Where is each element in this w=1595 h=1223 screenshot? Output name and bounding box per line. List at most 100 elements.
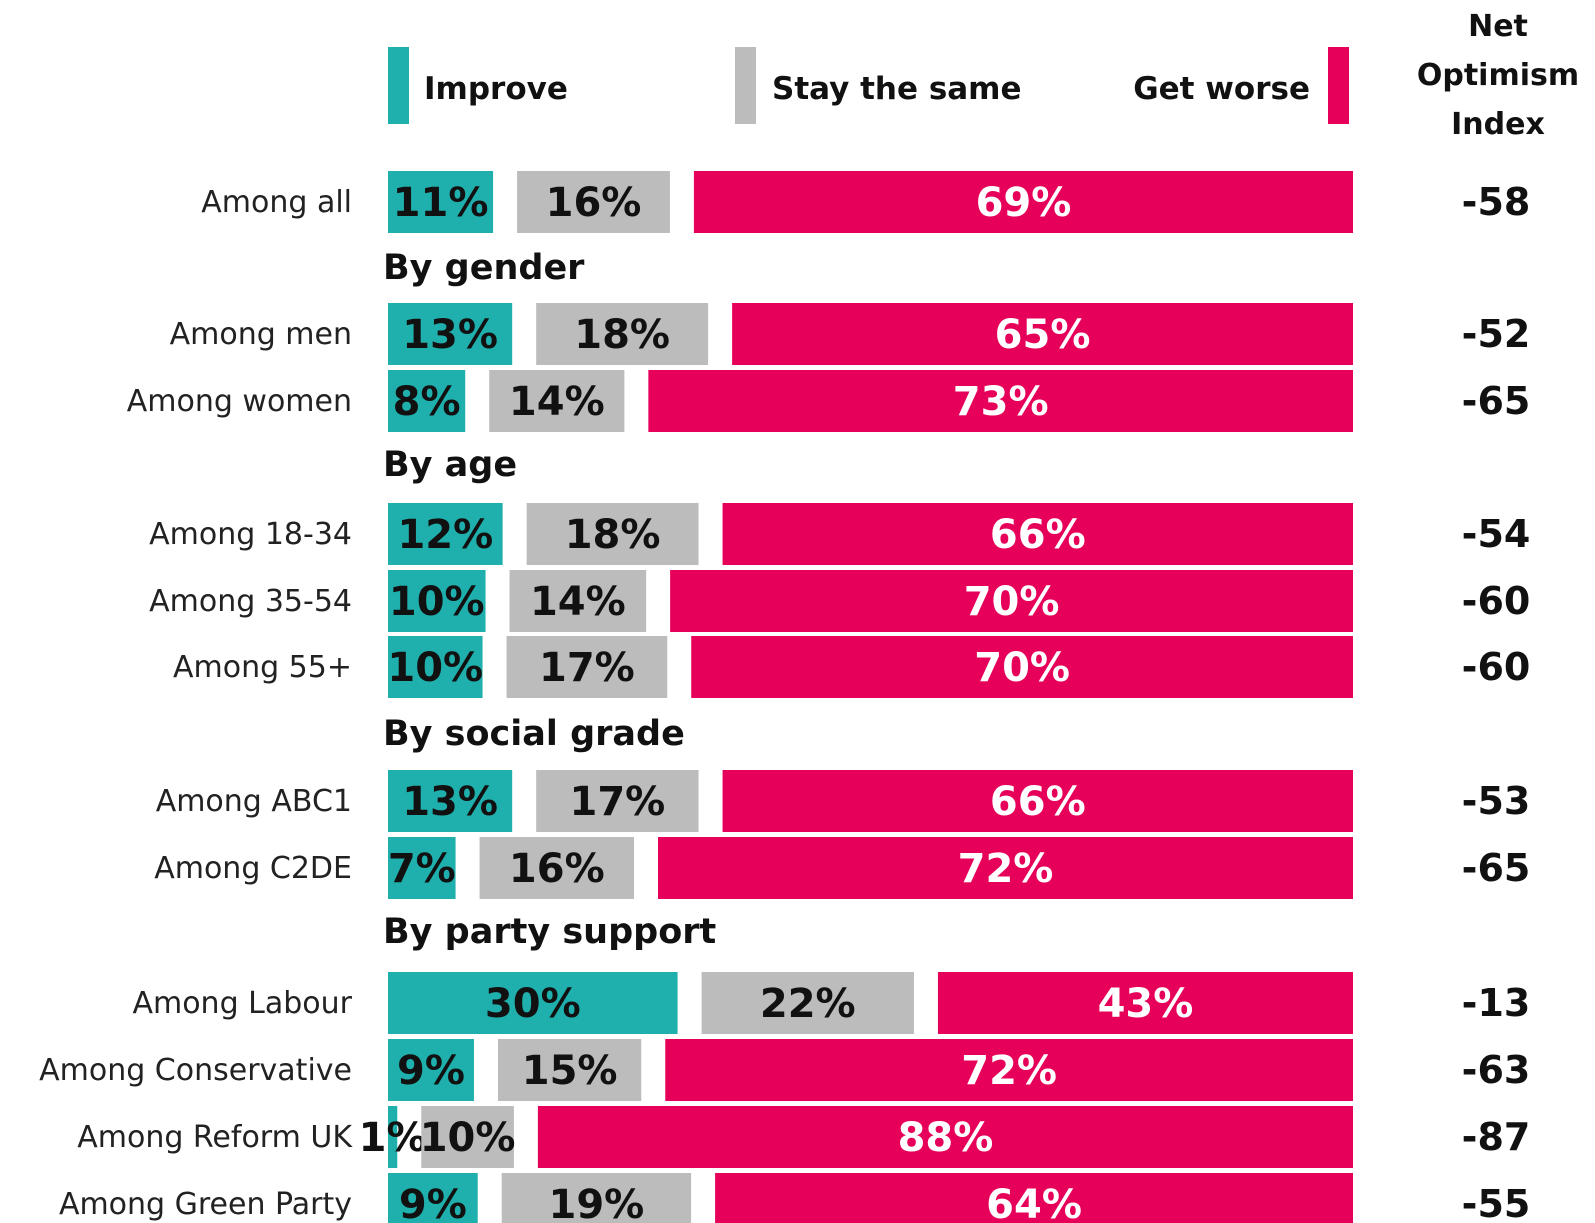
row-label-among-55: Among 55+ [173, 650, 352, 685]
bar-row-among-labour: Among Labour 30% 22% 43% -13 [132, 972, 1530, 1034]
legend-swatch-worse [1328, 47, 1349, 124]
bar-improve-among-all [388, 171, 494, 233]
bar-label-improve-among-35-54: 10% [389, 579, 485, 625]
bar-label-same-among-c2de: 16% [509, 846, 605, 892]
bar-label-same-among-18-34: 18% [565, 512, 661, 558]
legend-swatch-same [735, 47, 756, 124]
bar-improve-among-c2de [388, 837, 456, 899]
legend-label-same: Stay the same [772, 71, 1022, 107]
bar-label-same-among-conservative: 15% [522, 1048, 618, 1094]
bar-row-among-c2de: Among C2DE 7% 16% 72% -65 [154, 837, 1530, 899]
bar-label-worse-among-green-party: 64% [986, 1182, 1082, 1223]
net-optimism-value-among-35-54: -60 [1462, 579, 1531, 623]
bar-improve-among-reform-uk [388, 1106, 398, 1168]
legend-label-worse: Get worse [1133, 71, 1310, 107]
net-optimism-value-among-abc1: -53 [1462, 779, 1531, 823]
bar-worse-among-35-54 [670, 570, 1353, 632]
net-optimism-value-among-green-party: -55 [1462, 1182, 1531, 1223]
bar-worse-among-c2de [658, 837, 1353, 899]
bar-label-improve-among-all: 11% [393, 180, 489, 226]
net-header-line-3: Index [1451, 107, 1545, 142]
row-label-among-conservative: Among Conservative [39, 1053, 352, 1088]
bar-worse-among-abc1 [722, 770, 1353, 832]
net-optimism-value-among-c2de: -65 [1462, 846, 1531, 890]
bar-label-worse-among-labour: 43% [1098, 981, 1194, 1027]
net-optimism-value-among-women: -65 [1462, 379, 1531, 423]
net-header-line-2: Optimism [1417, 58, 1579, 93]
net-optimism-value-among-conservative: -63 [1462, 1048, 1531, 1092]
section-label-by-social-grade: By social grade [383, 714, 685, 754]
bar-same-among-green-party [501, 1173, 692, 1223]
bar-same-among-35-54 [509, 570, 647, 632]
net-optimism-value-among-labour: -13 [1462, 981, 1531, 1025]
bar-improve-among-18-34 [388, 503, 503, 565]
row-label-among-green-party: Among Green Party [59, 1187, 352, 1222]
bar-same-among-c2de [479, 837, 635, 899]
bar-row-among-all: Among all 11% 16% 69% -58 [201, 171, 1530, 233]
bar-label-improve-among-green-party: 9% [399, 1182, 467, 1223]
bar-improve-among-men [388, 303, 513, 365]
bar-improve-among-abc1 [388, 770, 513, 832]
bar-label-worse-among-women: 73% [953, 379, 1049, 425]
net-optimism-value-among-all: -58 [1462, 180, 1531, 224]
bar-improve-among-women [388, 370, 466, 432]
row-label-among-35-54: Among 35-54 [149, 584, 352, 619]
bar-label-same-among-green-party: 19% [549, 1182, 645, 1223]
bar-label-improve-among-18-34: 12% [397, 512, 493, 558]
legend-swatch-improve [388, 47, 409, 124]
row-label-among-all: Among all [201, 185, 352, 220]
bar-label-same-among-women: 14% [509, 379, 605, 425]
bar-label-same-among-abc1: 17% [569, 779, 665, 825]
bar-label-worse-among-reform-uk: 88% [898, 1115, 994, 1161]
bar-same-among-women [489, 370, 625, 432]
bar-row-among-men: Among men 13% 18% 65% -52 [170, 303, 1531, 365]
net-optimism-value-among-55: -60 [1462, 645, 1531, 689]
row-label-among-abc1: Among ABC1 [156, 784, 352, 819]
bar-improve-among-35-54 [388, 570, 486, 632]
bar-improve-among-55 [388, 636, 483, 698]
bar-label-same-among-55: 17% [539, 645, 635, 691]
bar-label-improve-among-labour: 30% [485, 981, 581, 1027]
bar-same-among-55 [506, 636, 668, 698]
bar-worse-among-conservative [665, 1039, 1353, 1101]
bar-same-among-all [517, 171, 670, 233]
bar-label-improve-among-conservative: 9% [397, 1048, 465, 1094]
row-label-among-men: Among men [170, 317, 352, 352]
net-optimism-header: Net Optimism Index [1417, 9, 1579, 142]
row-label-among-labour: Among Labour [132, 986, 352, 1021]
bar-label-worse-among-35-54: 70% [964, 579, 1060, 625]
bar-row-among-reform-uk: Among Reform UK 1%10% 88% -87 [77, 1106, 1530, 1168]
bar-label-same-among-labour: 22% [760, 981, 856, 1027]
net-optimism-value-among-men: -52 [1462, 312, 1531, 356]
bar-row-among-conservative: Among Conservative 9% 15% 72% -63 [39, 1039, 1530, 1101]
bar-same-among-labour [701, 972, 914, 1034]
bar-label-worse-among-c2de: 72% [958, 846, 1054, 892]
bar-label-worse-among-men: 65% [995, 312, 1091, 358]
bar-label-worse-among-all: 69% [976, 180, 1072, 226]
bar-label-improve-among-women: 8% [393, 379, 461, 425]
legend: Improve Stay the same Get worse [388, 47, 1349, 124]
section-label-by-gender: By gender [383, 248, 585, 288]
chart-rows: Among all 11% 16% 69% -58 By gender Among men 1… [39, 171, 1530, 1223]
section-label-by-party-support: By party support [383, 912, 716, 952]
bar-label-same-among-all: 16% [546, 180, 642, 226]
bar-worse-among-green-party [715, 1173, 1353, 1223]
bar-label-same-among-35-54: 14% [530, 579, 626, 625]
row-label-among-reform-uk: Among Reform UK [77, 1120, 353, 1155]
row-label-among-c2de: Among C2DE [154, 851, 352, 886]
bar-improve-among-green-party [388, 1173, 478, 1223]
net-header-line-1: Net [1468, 9, 1528, 44]
bar-worse-among-all [693, 171, 1353, 233]
bar-same-among-conservative [497, 1039, 642, 1101]
bar-row-among-green-party: Among Green Party 9% 19% 64% -55 [59, 1173, 1530, 1223]
section-label-by-age: By age [383, 445, 517, 485]
bar-label-worse-among-abc1: 66% [990, 779, 1086, 825]
legend-label-improve: Improve [424, 71, 568, 107]
bar-row-among-35-54: Among 35-54 10% 14% 70% -60 [149, 570, 1530, 632]
bar-row-among-55: Among 55+ 10% 17% 70% -60 [173, 636, 1530, 698]
bar-label-improve-among-men: 13% [402, 312, 498, 358]
bar-label-worse-among-18-34: 66% [990, 512, 1086, 558]
bar-label-improve-among-abc1: 13% [402, 779, 498, 825]
bar-worse-among-55 [691, 636, 1353, 698]
bar-row-among-abc1: Among ABC1 13% 17% 66% -53 [156, 770, 1531, 832]
